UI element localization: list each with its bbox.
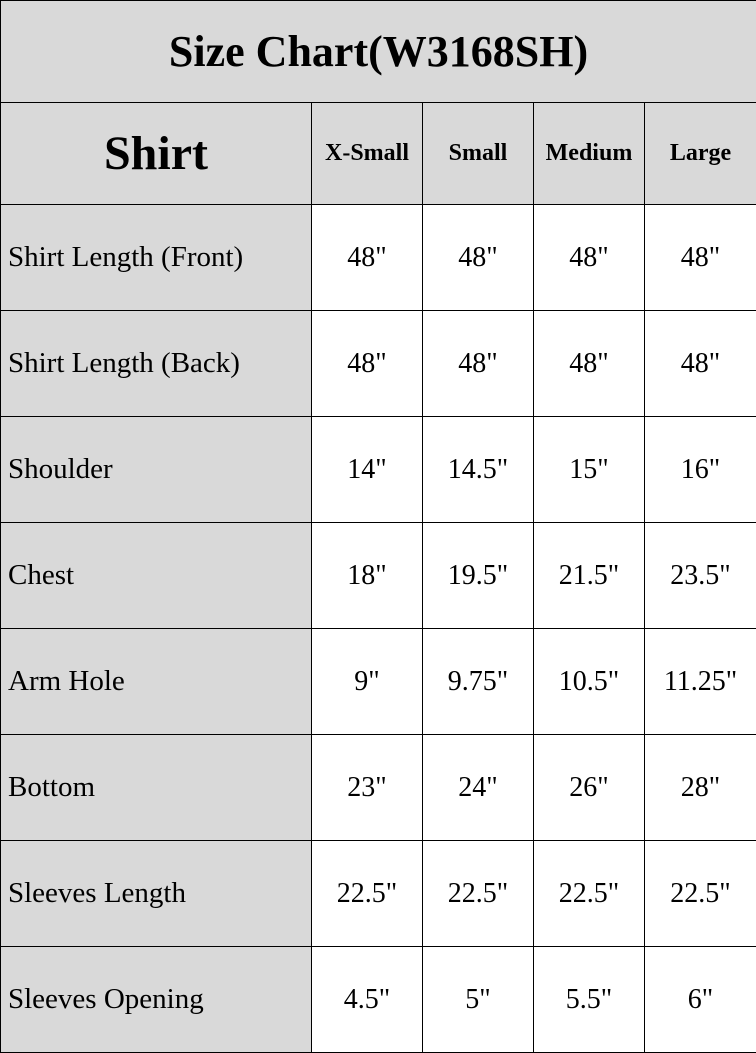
measurement-cell: 21.5" [534, 523, 645, 629]
measurement-cell: 48" [645, 311, 756, 417]
row-label: Shirt Length (Front) [1, 205, 312, 311]
measurement-cell: 48" [534, 205, 645, 311]
measurement-cell: 10.5" [534, 629, 645, 735]
header-size: Large [645, 103, 756, 205]
measurement-cell: 48" [423, 311, 534, 417]
measurement-cell: 26" [534, 735, 645, 841]
row-label: Shirt Length (Back) [1, 311, 312, 417]
measurement-cell: 9" [312, 629, 423, 735]
measurement-cell: 4.5" [312, 947, 423, 1053]
measurement-cell: 5" [423, 947, 534, 1053]
measurement-cell: 22.5" [312, 841, 423, 947]
table-row: Shirt Length (Front)48"48"48"48" [1, 205, 756, 311]
measurement-cell: 24" [423, 735, 534, 841]
header-size: Medium [534, 103, 645, 205]
header-size: X-Small [312, 103, 423, 205]
measurement-cell: 14.5" [423, 417, 534, 523]
header-row: Shirt X-Small Small Medium Large [1, 103, 756, 205]
measurement-cell: 6" [645, 947, 756, 1053]
measurement-cell: 23" [312, 735, 423, 841]
measurement-cell: 16" [645, 417, 756, 523]
measurement-cell: 48" [645, 205, 756, 311]
measurement-cell: 48" [534, 311, 645, 417]
row-label: Arm Hole [1, 629, 312, 735]
measurement-cell: 15" [534, 417, 645, 523]
table-row: Shirt Length (Back)48"48"48"48" [1, 311, 756, 417]
measurement-cell: 23.5" [645, 523, 756, 629]
header-size: Small [423, 103, 534, 205]
measurement-cell: 19.5" [423, 523, 534, 629]
table-title: Size Chart(W3168SH) [1, 1, 756, 103]
measurement-cell: 22.5" [534, 841, 645, 947]
row-label: Sleeves Opening [1, 947, 312, 1053]
measurement-cell: 48" [423, 205, 534, 311]
measurement-cell: 22.5" [423, 841, 534, 947]
measurement-cell: 48" [312, 205, 423, 311]
row-label: Sleeves Length [1, 841, 312, 947]
row-label: Shoulder [1, 417, 312, 523]
measurement-cell: 22.5" [645, 841, 756, 947]
measurement-cell: 11.25" [645, 629, 756, 735]
measurement-cell: 28" [645, 735, 756, 841]
header-shirt: Shirt [1, 103, 312, 205]
row-label: Bottom [1, 735, 312, 841]
measurement-cell: 48" [312, 311, 423, 417]
measurement-cell: 9.75" [423, 629, 534, 735]
measurement-cell: 14" [312, 417, 423, 523]
measurement-cell: 18" [312, 523, 423, 629]
measurement-cell: 5.5" [534, 947, 645, 1053]
row-label: Chest [1, 523, 312, 629]
